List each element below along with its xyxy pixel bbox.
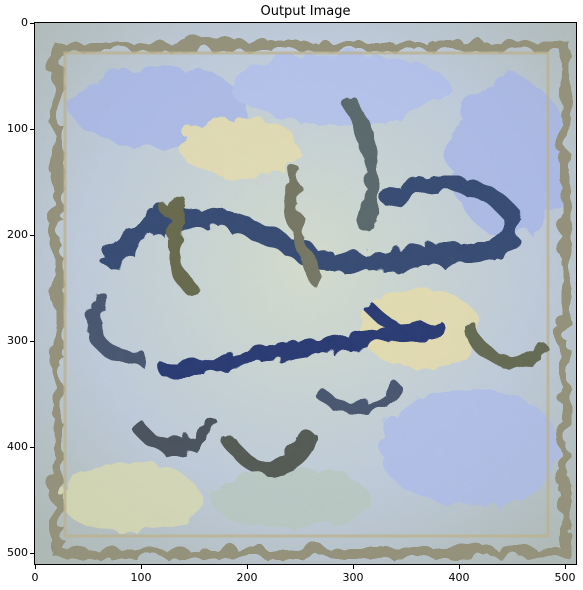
x-tick-mark: [353, 565, 354, 569]
y-tick-mark: [30, 23, 34, 24]
y-tick-label: 500: [7, 546, 28, 559]
x-tick-label: 400: [448, 571, 470, 584]
y-tick-mark: [30, 235, 34, 236]
x-tick-mark: [565, 565, 566, 569]
x-tick-label: 500: [554, 571, 576, 584]
x-tick-label: 200: [236, 571, 258, 584]
output-image: [34, 22, 577, 565]
x-tick-mark: [459, 565, 460, 569]
stylized-calligraphy-artwork: [35, 23, 576, 564]
x-tick-label: 100: [130, 571, 152, 584]
y-tick-mark: [30, 447, 34, 448]
y-tick-mark: [30, 341, 34, 342]
y-tick-label: 400: [7, 440, 28, 453]
y-tick-mark: [30, 129, 34, 130]
x-tick-mark: [35, 565, 36, 569]
y-tick-label: 100: [7, 122, 28, 135]
y-tick-label: 200: [7, 228, 28, 241]
plot-title: Output Image: [260, 4, 351, 19]
y-tick-mark: [30, 553, 34, 554]
y-tick-label: 300: [7, 334, 28, 347]
x-tick-label: 0: [31, 571, 39, 584]
y-tick-label: 0: [21, 16, 28, 29]
x-tick-mark: [141, 565, 142, 569]
x-tick-label: 300: [342, 571, 364, 584]
x-tick-mark: [247, 565, 248, 569]
